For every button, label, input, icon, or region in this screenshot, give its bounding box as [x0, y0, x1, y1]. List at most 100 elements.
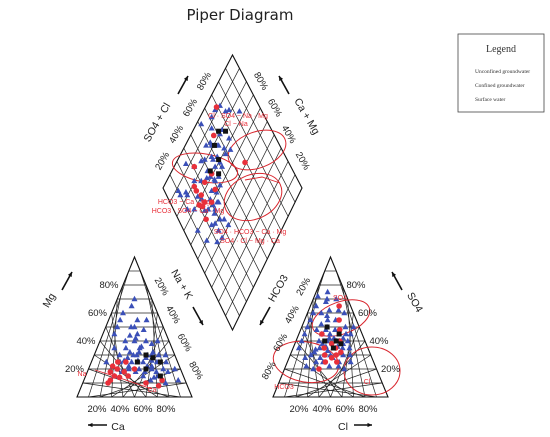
unconfined-groundwater-cation-point [122, 337, 129, 344]
cation-bottom-axis-label: Ca [111, 421, 125, 433]
data-points [103, 67, 471, 389]
unconfined-groundwater-cation-point [148, 340, 155, 346]
unconfined-groundwater-anion-point [324, 312, 331, 318]
unconfined-groundwater-cation-point [117, 316, 124, 323]
unconfined-groundwater-diamond-point [194, 193, 201, 199]
confined-groundwater-anion-point [321, 352, 328, 358]
unconfined-groundwater-diamond-point [182, 189, 189, 195]
unconfined-groundwater-diamond-point [211, 210, 218, 216]
cation-left-tick: 20% [65, 364, 85, 375]
confined-groundwater-cation-point [107, 369, 114, 375]
unconfined-groundwater-anion-point [341, 309, 348, 316]
unconfined-groundwater-diamond-point [208, 113, 215, 120]
unconfined-groundwater-cation-point [175, 377, 182, 383]
unconfined-groundwater-cation-point [131, 323, 138, 330]
anion-left-tick: 40% [283, 303, 302, 325]
unconfined-groundwater-cation-point [162, 351, 169, 358]
unconfined-groundwater-anion-point [326, 335, 333, 341]
unconfined-groundwater-diamond-point [203, 142, 210, 148]
anion-bottom-tick: 40% [312, 404, 332, 415]
unconfined-groundwater-anion-point [304, 323, 311, 330]
anion-triangle-grid-a [278, 382, 377, 398]
unconfined-groundwater-cation-point [130, 351, 137, 358]
diamond-upper-right-tick: 20% [293, 150, 312, 172]
unconfined-groundwater-diamond-point [211, 176, 218, 182]
cation-triangle-grid-b [139, 270, 181, 398]
confined-groundwater-anion-point [328, 355, 335, 361]
unconfined-groundwater-cation-point [134, 316, 141, 323]
legend-box [457, 33, 545, 113]
unconfined-groundwater-anion-point [324, 316, 331, 323]
cation-triangle-grid-a [99, 340, 147, 398]
cation-bottom-tick: 80% [156, 404, 176, 415]
unconfined-groundwater-anion-point [324, 347, 331, 353]
unconfined-groundwater-cation-point [111, 344, 118, 351]
unconfined-groundwater-anion-point [310, 309, 317, 316]
anion-triangle-grid-a [284, 368, 366, 398]
surface-water-cation-point [157, 373, 163, 379]
unconfined-groundwater-anion-point [339, 344, 346, 351]
unconfined-groundwater-diamond-point [225, 221, 232, 228]
unconfined-groundwater-anion-point [307, 351, 314, 358]
unconfined-groundwater-cation-point [143, 316, 150, 323]
confined-groundwater-cation-point [105, 380, 111, 386]
anion-right-tick: 40% [369, 336, 389, 347]
diamond-trend-line [244, 176, 281, 184]
anion-triangle-grid-a [290, 354, 354, 398]
unconfined-groundwater-cation-point [140, 326, 147, 332]
anion-left-tick: 20% [294, 275, 313, 297]
unconfined-groundwater-cation-point [116, 351, 123, 358]
diamond-frame [162, 53, 303, 332]
anion-bottom-arrow-head [367, 422, 372, 428]
unconfined-groundwater-anion-point [324, 288, 331, 295]
unconfined-groundwater-anion-point [332, 326, 339, 332]
unconfined-groundwater-diamond-point [212, 220, 219, 226]
diamond-upper-right-axis-label: Ca + Mg [291, 96, 321, 137]
anion-triangle-grid-b [341, 284, 366, 398]
unconfined-groundwater-anion-point [335, 363, 342, 369]
cation-right-tick: 20% [152, 276, 171, 298]
unconfined-groundwater-diamond-point [219, 163, 226, 169]
surface-water-diamond-point [216, 128, 222, 134]
unconfined-groundwater-diamond-point [222, 108, 229, 114]
unconfined-groundwater-diamond-point [208, 187, 215, 194]
unconfined-groundwater-anion-point [347, 358, 354, 365]
diamond-zone-label: SO4 · HCO3 − Ca · Mg [214, 229, 287, 236]
diamond-grid-b [197, 121, 268, 260]
confined-groundwater-cation-point [155, 383, 162, 389]
diamond-grid-b [225, 174, 296, 316]
unconfined-groundwater-diamond-point [226, 135, 233, 141]
legend-entry-label: Confined groundwater [475, 82, 525, 89]
surface-water-diamond-point [207, 168, 213, 174]
confined-groundwater-cation-point [125, 373, 131, 379]
cation-bottom-tick: 20% [87, 404, 107, 415]
unconfined-groundwater-cation-point [128, 358, 135, 365]
surface-water-cation-point [134, 359, 140, 365]
diamond-upper-right-tick: 80% [251, 70, 270, 92]
cation-triangle-grid-b [151, 298, 158, 398]
unconfined-groundwater-diamond-point [208, 221, 215, 228]
confined-groundwater-anion-point [321, 345, 327, 351]
confined-groundwater-cation-point [111, 373, 118, 379]
cation-right-tick: 80% [186, 360, 205, 382]
surface-water-diamond-point [223, 128, 229, 134]
unconfined-groundwater-diamond-point [182, 160, 189, 167]
unconfined-groundwater-anion-point [347, 330, 354, 337]
diamond-zone-label: HCO3 · SO4 − Ca · Mg [152, 208, 225, 215]
unconfined-groundwater-anion-point [302, 354, 309, 360]
unconfined-groundwater-anion-point [301, 330, 308, 337]
cation-bottom-tick: 40% [110, 404, 130, 415]
diamond-zone-label: SO4 · Cl − Mg · Ca [220, 238, 280, 245]
unconfined-groundwater-cation-point [147, 377, 154, 383]
anion-right-tick: 80% [346, 280, 366, 291]
cation-left-tick: 60% [88, 308, 108, 319]
anion-bottom-tick: 80% [358, 404, 378, 415]
unconfined-groundwater-anion-point [317, 354, 324, 360]
unconfined-groundwater-cation-point [171, 365, 178, 372]
unconfined-groundwater-anion-point [333, 295, 340, 302]
unconfined-groundwater-cation-point [148, 363, 155, 369]
surface-water-diamond-point [216, 171, 222, 177]
unconfined-groundwater-cation-point [162, 379, 169, 386]
unconfined-groundwater-cation-point [125, 363, 132, 369]
unconfined-groundwater-cation-point [124, 354, 131, 360]
